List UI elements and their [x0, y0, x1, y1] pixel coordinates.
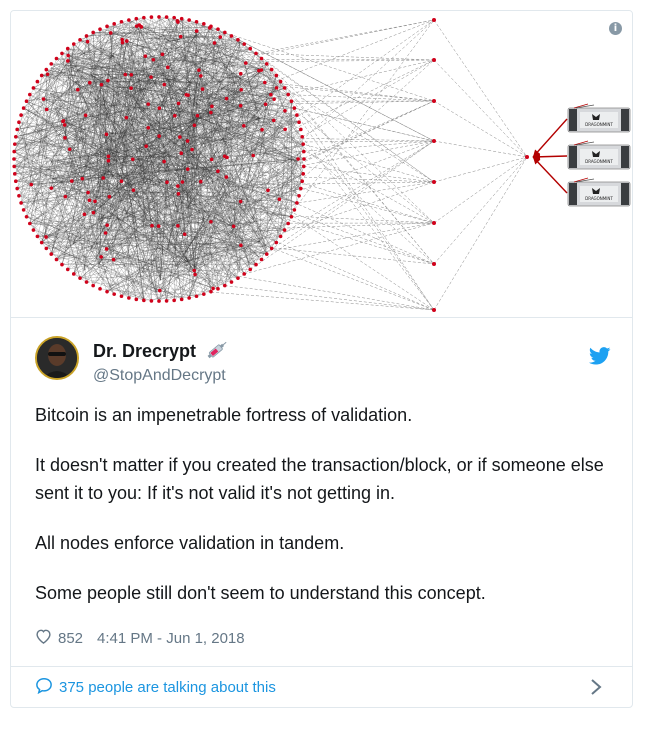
like-count[interactable]: 852 [58, 629, 84, 647]
asic-miner-icon: DRAGONMINT [567, 177, 631, 207]
author-display-name[interactable]: Dr. Drecrypt [93, 340, 197, 361]
mesh-edges [13, 16, 305, 302]
tweet-paragraph: Some people still don't seem to understa… [35, 583, 486, 603]
conversation-link[interactable]: 375 people are talking about this [11, 666, 632, 707]
miner-arrowhead [533, 153, 541, 161]
asic-miner-icon: DRAGONMINT [567, 140, 631, 170]
avatar[interactable] [35, 336, 79, 380]
network-graph-illustration: DRAGONMINT DRAGONMINT DRAGONMINT [12, 15, 631, 312]
miner-arrow [532, 156, 568, 194]
miner-label: DRAGONMINT [585, 196, 613, 201]
tweet-paragraph: It doesn't matter if you created the tra… [35, 455, 604, 503]
asic-miner-icon: DRAGONMINT [567, 103, 631, 133]
miner-arrowhead [533, 157, 541, 165]
miner-arrow [532, 118, 568, 158]
syringe-emoji-icon [205, 340, 229, 365]
info-icon[interactable]: i [609, 22, 622, 35]
author-handle[interactable]: @StopAndDecrypt [93, 367, 226, 384]
tweet-header: Dr. Drecrypt @StopAndDecrypt [35, 334, 615, 384]
miner-arrowhead [533, 149, 541, 157]
miner-label: DRAGONMINT [585, 122, 613, 127]
embedded-tweet-card: DRAGONMINT DRAGONMINT DRAGONMINT i Dr. Dre… [10, 10, 633, 708]
tweet-paragraph: All nodes enforce validation in tandem. [35, 533, 345, 553]
chevron-right-icon[interactable] [590, 678, 602, 701]
talking-count-link[interactable]: 375 people are talking about this [59, 679, 276, 696]
miner-label: DRAGONMINT [585, 159, 613, 164]
tweet-paragraph: Bitcoin is an impenetrable fortress of v… [35, 405, 413, 425]
avatar-portrait-icon [37, 338, 77, 378]
tweet-text: Bitcoin is an impenetrable fortress of v… [35, 401, 615, 629]
twitter-bird-icon[interactable] [588, 347, 611, 370]
network-nodes [12, 15, 529, 312]
reply-bubble-icon [35, 677, 53, 699]
tweet-media-image[interactable]: DRAGONMINT DRAGONMINT DRAGONMINT i [11, 11, 632, 318]
heart-icon[interactable] [35, 628, 52, 648]
tweet-meta: 852 4:41 PM - Jun 1, 2018 [35, 628, 245, 648]
peer-links [13, 16, 528, 311]
author-block[interactable]: Dr. Drecrypt @StopAndDecrypt [93, 340, 229, 385]
tweet-timestamp[interactable]: 4:41 PM - Jun 1, 2018 [97, 629, 245, 647]
